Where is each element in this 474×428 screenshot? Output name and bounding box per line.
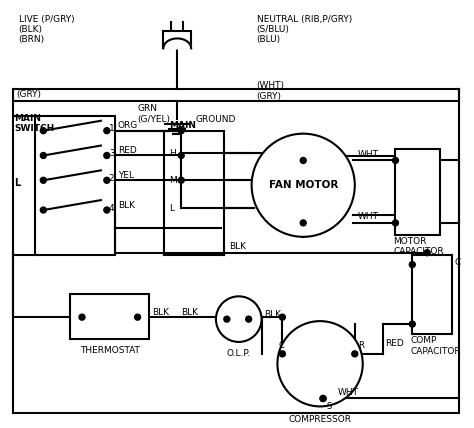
Circle shape xyxy=(410,321,415,327)
Text: BLK: BLK xyxy=(264,310,282,319)
Text: MAIN: MAIN xyxy=(169,121,196,130)
Text: YEL: YEL xyxy=(118,171,134,180)
Circle shape xyxy=(410,262,415,268)
Bar xyxy=(164,32,191,48)
Text: MAIN
SWITCH: MAIN SWITCH xyxy=(15,114,55,134)
Circle shape xyxy=(178,177,184,183)
Text: COMP
CAPACITOR: COMP CAPACITOR xyxy=(410,336,461,356)
Circle shape xyxy=(392,220,399,226)
Circle shape xyxy=(279,314,285,320)
Text: GROUND: GROUND xyxy=(195,115,236,124)
Circle shape xyxy=(104,152,110,158)
Text: C: C xyxy=(278,342,284,351)
Text: R: R xyxy=(358,342,364,351)
Text: FAN MOTOR: FAN MOTOR xyxy=(269,180,338,190)
Text: 2: 2 xyxy=(109,174,114,183)
Text: GRN
(G/YEL): GRN (G/YEL) xyxy=(137,104,171,124)
Circle shape xyxy=(279,351,285,357)
Bar xyxy=(395,149,440,235)
Circle shape xyxy=(246,316,252,322)
Bar xyxy=(412,255,452,334)
Text: LIVE (P/GRY)
(BLK)
(BRN): LIVE (P/GRY) (BLK) (BRN) xyxy=(18,15,74,45)
Text: BLK: BLK xyxy=(153,308,169,317)
Circle shape xyxy=(40,152,46,158)
Text: (WHT)
(GRY): (WHT) (GRY) xyxy=(256,81,284,101)
Text: WHT: WHT xyxy=(358,212,379,221)
Text: THERMOSTAT: THERMOSTAT xyxy=(80,346,140,355)
Circle shape xyxy=(320,395,326,401)
Circle shape xyxy=(135,314,141,320)
Circle shape xyxy=(104,128,110,134)
Text: WHT: WHT xyxy=(338,388,359,397)
Text: L: L xyxy=(15,178,21,188)
Text: BLK: BLK xyxy=(229,242,246,251)
Circle shape xyxy=(178,152,184,158)
Text: S: S xyxy=(326,402,331,411)
Circle shape xyxy=(300,158,306,163)
Text: 3: 3 xyxy=(109,149,115,158)
Text: WHT: WHT xyxy=(358,150,379,159)
Text: L: L xyxy=(169,204,174,213)
Circle shape xyxy=(392,158,399,163)
Text: COMPRESSOR: COMPRESSOR xyxy=(289,415,352,424)
Text: BLK: BLK xyxy=(118,201,135,210)
Text: RED: RED xyxy=(118,146,137,155)
Text: ORG: ORG xyxy=(118,121,138,130)
Bar xyxy=(70,294,149,339)
Text: H: H xyxy=(169,149,176,158)
Text: 4: 4 xyxy=(109,204,114,213)
Circle shape xyxy=(224,316,230,322)
Text: O.L.P.: O.L.P. xyxy=(227,349,251,358)
Circle shape xyxy=(104,207,110,213)
Circle shape xyxy=(40,177,46,183)
Circle shape xyxy=(40,128,46,134)
Circle shape xyxy=(424,250,430,256)
Text: BLK: BLK xyxy=(181,308,198,317)
Text: MOTOR
CAPACITOR: MOTOR CAPACITOR xyxy=(393,237,444,256)
Text: RED: RED xyxy=(385,339,404,348)
Circle shape xyxy=(40,207,46,213)
Circle shape xyxy=(104,177,110,183)
Circle shape xyxy=(178,128,184,134)
Circle shape xyxy=(79,314,85,320)
Text: M: M xyxy=(169,176,177,185)
Bar xyxy=(36,116,115,255)
Text: NEUTRAL (RIB,P/GRY)
(S/BLU)
(BLU): NEUTRAL (RIB,P/GRY) (S/BLU) (BLU) xyxy=(256,15,352,45)
Text: C: C xyxy=(455,258,461,267)
Circle shape xyxy=(216,296,262,342)
Circle shape xyxy=(320,395,326,401)
Circle shape xyxy=(300,220,306,226)
Circle shape xyxy=(277,321,363,407)
Circle shape xyxy=(352,351,358,357)
Text: (GRY): (GRY) xyxy=(17,90,42,99)
Text: 1: 1 xyxy=(109,124,115,133)
Circle shape xyxy=(252,134,355,237)
